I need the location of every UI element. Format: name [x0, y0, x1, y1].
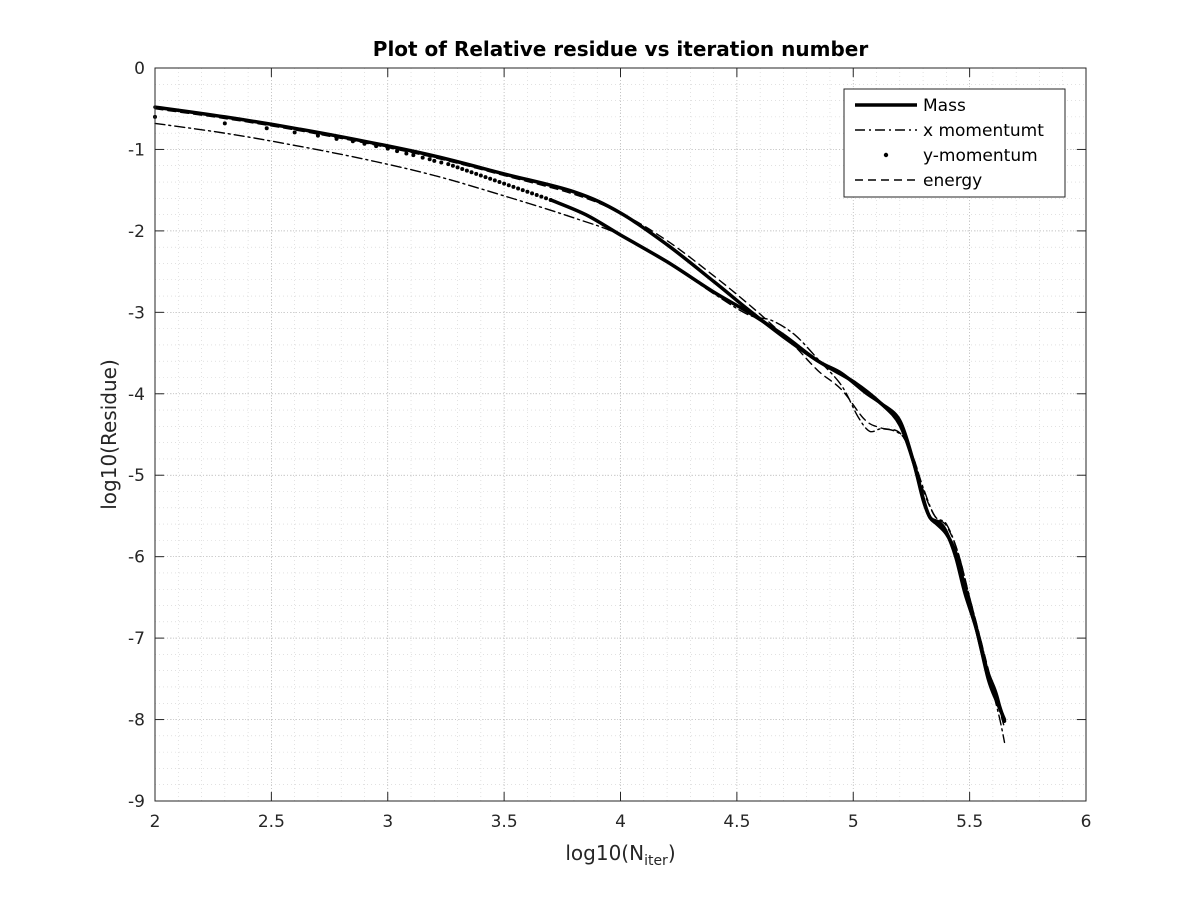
- series-y-momentum-point: [506, 183, 511, 188]
- series-y-momentum-point: [511, 184, 516, 189]
- x-tick-label: 4: [615, 812, 626, 832]
- y-tick-label: -6: [128, 548, 145, 568]
- y-tick-label: -9: [128, 792, 145, 812]
- series-y-momentum-point: [315, 133, 320, 138]
- series-energy-line: [154, 108, 1006, 729]
- x-axis-label-main: log10(N: [565, 841, 644, 865]
- series-y-momentum-point: [516, 186, 521, 191]
- series-y-momentum-point: [497, 180, 502, 185]
- y-axis-label: log10(Residue): [97, 359, 121, 510]
- series-y-momentum-point: [525, 189, 530, 194]
- series-y-momentum-point: [404, 151, 409, 156]
- legend-entry-y-momentum: y-momentum: [883, 146, 1038, 166]
- series-y-momentum-point: [455, 165, 460, 170]
- series-y-momentum-point: [264, 126, 269, 131]
- series-y-momentum-point: [474, 171, 479, 176]
- series-y-momentum-point: [478, 173, 483, 178]
- series-y-momentum-point: [520, 188, 525, 193]
- series-y-momentum-point: [469, 170, 474, 175]
- series-y-momentum-point: [450, 163, 455, 168]
- series-y-momentum-point: [460, 166, 465, 171]
- series-y-momentum-point: [534, 193, 539, 198]
- series-layer: [153, 105, 1007, 744]
- y-tick-label: -1: [128, 140, 145, 160]
- series-x-momentumt-line: [154, 122, 1006, 744]
- series-y-momentum-point: [222, 121, 227, 126]
- series-y-momentum-point: [439, 160, 444, 165]
- y-tick-label: 0: [134, 59, 145, 79]
- series-y-momentum-point: [292, 130, 297, 135]
- y-tick-label: -2: [128, 222, 145, 242]
- y-tick-label: -4: [128, 385, 145, 405]
- x-tick-label: 4.5: [723, 812, 750, 832]
- series-y-momentum-point: [464, 168, 469, 173]
- x-axis-label-close: ): [668, 841, 676, 865]
- legend-box: [843, 88, 1066, 198]
- legend-label-energy: energy: [923, 171, 982, 191]
- x-axis-label-subscript: iter: [644, 853, 668, 869]
- legend-entry-energy: energy: [855, 171, 982, 191]
- series-y-momentum-point: [483, 175, 488, 180]
- legend-label-y-momentum: y-momentum: [923, 146, 1038, 166]
- x-tick-label: 2: [150, 812, 161, 832]
- x-tick-label: 3: [382, 812, 393, 832]
- x-tick-label: 5.5: [956, 812, 983, 832]
- legend-label-x-momentumt: x momentumt: [923, 121, 1044, 141]
- x-axis-label: log10(Niter): [565, 841, 675, 869]
- series-y-momentum-point: [539, 194, 544, 199]
- series-y-momentum-point: [446, 162, 451, 167]
- series-y-momentum-point: [427, 157, 432, 162]
- series-y-momentum-point: [488, 176, 493, 181]
- chart-title: Plot of Relative residue vs iteration nu…: [373, 37, 869, 61]
- legend-swatch-y-momentum: [883, 152, 889, 158]
- legend-entry-mass: Mass: [855, 96, 966, 116]
- series-y-momentum-point: [492, 178, 497, 183]
- y-tick-label: -3: [128, 303, 145, 323]
- legend-entry-x-momentumt: x momentumt: [855, 121, 1044, 141]
- x-tick-label: 2.5: [258, 812, 285, 832]
- x-tick-label: 6: [1081, 812, 1092, 832]
- legend: Mass x momentumt y-momentum energy: [843, 88, 1066, 198]
- series-y-momentum-point: [411, 153, 416, 158]
- series-y-momentum-point: [432, 158, 437, 163]
- series-y-momentum-point: [420, 155, 425, 160]
- y-tick-label: -5: [128, 466, 145, 486]
- legend-label-mass: Mass: [923, 96, 966, 116]
- y-tick-label: -8: [128, 711, 145, 731]
- series-y-momentum-point: [530, 191, 535, 196]
- x-tick-label: 3.5: [491, 812, 518, 832]
- series-y-momentum-point: [502, 181, 507, 186]
- series-y-momentum-point: [544, 196, 549, 201]
- x-tick-label: 5: [848, 812, 859, 832]
- y-tick-label: -7: [128, 629, 145, 649]
- ticks-layer: 2 2.5 3 3.5 4 4.5 5 5.5 6 0 -1 -2 -3 -4 -5 -6 -7 -8 -9: [128, 59, 1091, 832]
